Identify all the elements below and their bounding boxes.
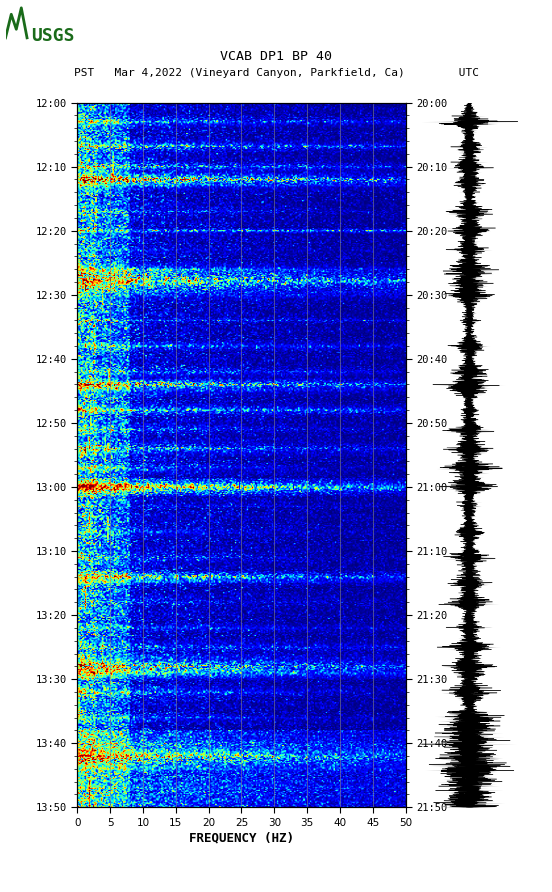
Text: USGS: USGS [31, 27, 74, 45]
Text: VCAB DP1 BP 40: VCAB DP1 BP 40 [220, 50, 332, 62]
X-axis label: FREQUENCY (HZ): FREQUENCY (HZ) [189, 832, 294, 845]
Text: PST   Mar 4,2022 (Vineyard Canyon, Parkfield, Ca)        UTC: PST Mar 4,2022 (Vineyard Canyon, Parkfie… [73, 68, 479, 78]
